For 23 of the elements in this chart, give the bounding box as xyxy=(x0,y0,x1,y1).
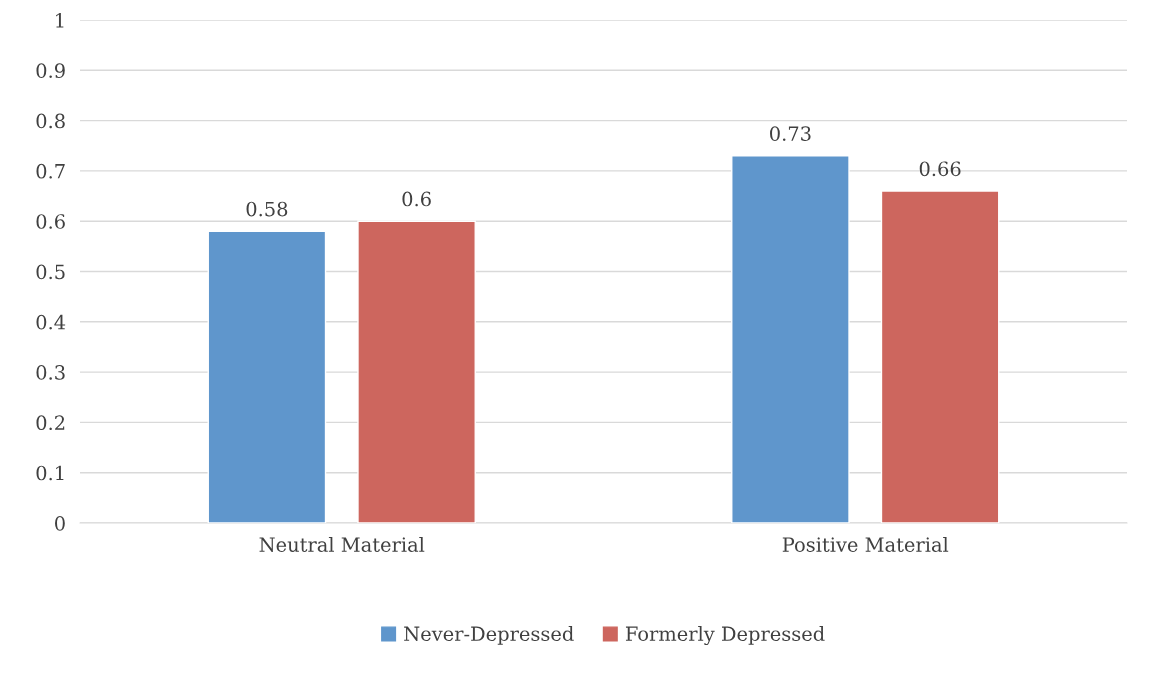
x-tick-label: Positive Material xyxy=(782,536,949,552)
y-tick-label: 1 xyxy=(56,12,64,28)
bar xyxy=(731,155,850,523)
bar xyxy=(880,190,1000,523)
bar xyxy=(357,220,476,523)
data-label: 0.6 xyxy=(402,191,431,207)
y-tick-label: 0.6 xyxy=(36,214,65,229)
y-tick-label: 0.8 xyxy=(36,113,65,129)
data-label: 0.73 xyxy=(770,126,811,141)
y-tick-label: 0.1 xyxy=(36,465,64,481)
y-tick-label: 0.9 xyxy=(36,63,65,78)
legend-label: Formerly Depressed xyxy=(625,626,825,646)
y-tick-label: 0.3 xyxy=(36,365,65,380)
data-label: 0.66 xyxy=(919,161,961,177)
y-tick-label: 0.7 xyxy=(36,163,65,179)
y-tick-label: 0.2 xyxy=(36,415,65,431)
legend-label: Never-Depressed xyxy=(404,626,574,645)
y-tick-label: 0 xyxy=(55,515,65,531)
y-tick-label: 0.4 xyxy=(36,314,66,330)
data-label: 0.58 xyxy=(246,201,288,217)
y-tick-label: 0.5 xyxy=(36,264,65,280)
x-tick-label: Neutral Material xyxy=(259,536,425,552)
bar xyxy=(207,230,327,523)
